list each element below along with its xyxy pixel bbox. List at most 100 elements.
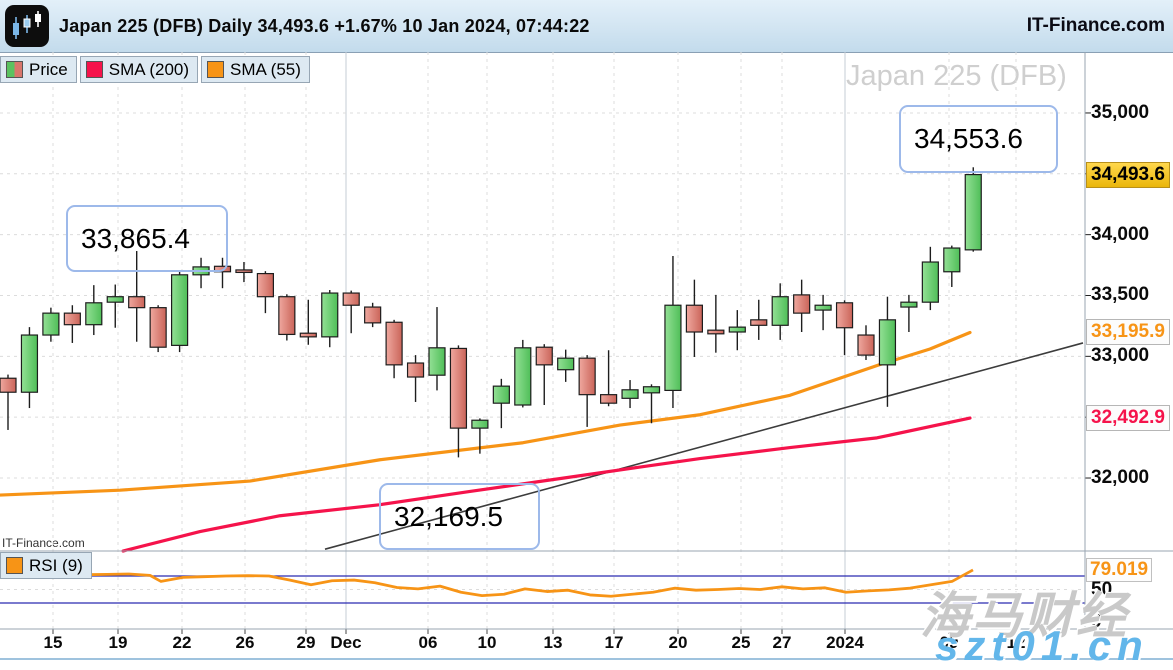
x-axis-label: 26 [235, 633, 255, 652]
price-annotation-box[interactable]: 32,169.5 [379, 483, 540, 550]
y-axis-label: 32,000 [1091, 467, 1150, 489]
y-axis-label: 35,000 [1091, 101, 1150, 123]
candle-bearish [707, 329, 725, 335]
candle-bullish [921, 261, 939, 303]
rsi-legend-row: RSI (9) [0, 552, 92, 579]
candle-bullish [621, 389, 639, 399]
legend-label: SMA (55) [230, 59, 301, 79]
candle-bearish [385, 321, 403, 366]
brand-link[interactable]: IT-Finance.com [1026, 15, 1165, 36]
x-axis-label: 10 [477, 633, 497, 652]
candle-bearish [857, 334, 875, 356]
rsi-swatch-icon [6, 557, 23, 574]
candle-bearish [235, 269, 253, 274]
x-axis-label: 06 [418, 633, 438, 652]
x-axis-label: 22 [172, 633, 192, 652]
x-axis-label: 27 [772, 633, 792, 652]
x-axis-label: 15 [43, 633, 63, 652]
candle-bullish [321, 292, 339, 338]
candle-bullish [943, 247, 961, 273]
candle-bearish [535, 346, 553, 366]
rsi-line [0, 568, 974, 598]
y-axis-label: 34,000 [1091, 223, 1150, 245]
candle-bearish [578, 357, 596, 396]
x-axis-label: 13 [543, 633, 563, 652]
cn-watermark-line1: 海马财经 [920, 588, 1128, 644]
x-axis-label: 20 [668, 633, 688, 652]
rsi-axis-label: 79.019 [1086, 557, 1153, 582]
candle-bullish [492, 385, 510, 404]
y-axis-last-price-badge: 34,493.6 [1086, 161, 1170, 188]
y-axis-sma200-value-badge: 32,492.9 [1086, 405, 1170, 432]
candle-bullish [471, 419, 489, 429]
candle-bearish [364, 306, 382, 324]
x-axis-label: 29 [296, 633, 316, 652]
candle-bearish [835, 302, 854, 329]
trendline [324, 342, 1084, 550]
legend-label: RSI (9) [29, 555, 83, 575]
y-axis-label: 33,500 [1091, 284, 1150, 306]
candle-bullish [106, 296, 124, 303]
x-axis-label: 12 [1006, 633, 1026, 652]
candle-bearish [0, 377, 17, 393]
candle-bearish [149, 307, 167, 348]
sma200-line [121, 416, 972, 553]
app-logo-icon[interactable] [5, 5, 49, 47]
price-swatch-icon [6, 61, 23, 78]
candle-bullish [900, 301, 918, 308]
candle-bullish [664, 304, 682, 392]
candle-bearish [299, 332, 317, 338]
legend-label: Price [29, 59, 68, 79]
candle-bullish [878, 319, 897, 366]
y-axis-sma55-value-badge: 33,195.9 [1086, 319, 1170, 346]
sma55-swatch-icon [207, 61, 225, 78]
candle-bearish [406, 362, 425, 378]
candle-bullish [171, 274, 189, 346]
x-axis-label: 2024 [826, 633, 864, 652]
candle-bullish [514, 347, 532, 406]
rsi-axis-label: 0 [1091, 610, 1102, 632]
candle-bearish [793, 294, 811, 314]
candle-bearish [750, 319, 768, 326]
candle-bullish [85, 302, 103, 326]
candle-bearish [128, 296, 146, 309]
title-bar: Japan 225 (DFB) Daily 34,493.6 +1.67% 10… [0, 0, 1173, 53]
x-axis-label: 09 [939, 633, 959, 652]
candle-bullish [642, 386, 661, 394]
candle-bullish [964, 173, 982, 251]
chart-title: Japan 225 (DFB) Daily 34,493.6 +1.67% 10… [59, 15, 590, 36]
y-axis-label: 33,000 [1091, 345, 1150, 367]
legend-item-rsi[interactable]: RSI (9) [0, 552, 92, 579]
legend-item-sma200[interactable]: SMA (200) [79, 56, 199, 83]
rsi-axis-label: 50 [1091, 578, 1113, 600]
candle-bearish [278, 296, 296, 336]
price-annotation-box[interactable]: 34,553.6 [899, 105, 1058, 173]
candle-bullish [20, 334, 39, 393]
legend-row: Price SMA (200) SMA (55) [0, 56, 310, 83]
candle-bullish [771, 296, 789, 326]
candle-bearish [63, 312, 81, 326]
legend-label: SMA (200) [108, 59, 190, 79]
x-axis-label: 19 [108, 633, 128, 652]
candle-bearish [256, 272, 274, 298]
candle-bearish [599, 394, 618, 404]
candle-bullish [428, 347, 446, 376]
candle-bearish [342, 292, 360, 306]
candle-bullish [42, 312, 60, 336]
x-axis-label: 17 [604, 633, 624, 652]
legend-item-sma55[interactable]: SMA (55) [201, 56, 310, 83]
mini-brand-text: IT-Finance.com [2, 536, 85, 550]
cn-watermark-line2: szt01.cn [935, 622, 1149, 669]
legend-item-price[interactable]: Price [0, 56, 77, 83]
x-axis-label: 25 [731, 633, 751, 652]
candle-bullish [814, 304, 832, 311]
candle-bullish [557, 357, 575, 371]
price-annotation-box[interactable]: 33,865.4 [66, 205, 228, 272]
symbol-watermark: Japan 225 (DFB) [846, 60, 1067, 92]
candle-bearish [449, 347, 468, 429]
sma200-swatch-icon [85, 61, 103, 78]
candle-bearish [685, 304, 704, 333]
candle-bullish [728, 326, 746, 333]
